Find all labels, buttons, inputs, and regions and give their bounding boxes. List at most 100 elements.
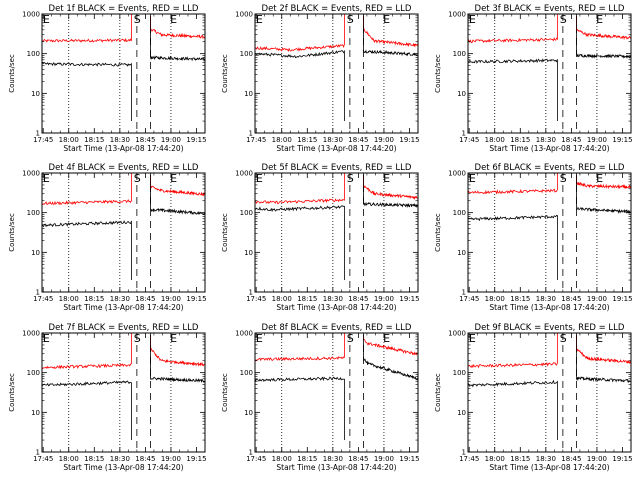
y-tick-label: 1 [462,449,466,457]
annotation-e: E [383,13,390,26]
y-tick-label: 10 [244,409,253,417]
plot-frame [254,13,419,134]
x-tick-label: 18:30 [323,455,343,463]
y-tick-label: 10 [31,409,40,417]
x-tick-label: 17:45 [246,295,266,303]
black-events-line [150,16,206,62]
x-tick-label: 18:00 [59,136,79,144]
x-tick-label: 18:00 [272,136,292,144]
panel-6: Det 6f BLACK = Events, RED = LLD 1 10 100 10… [434,163,633,312]
red-lld-line [467,14,558,44]
red-lld-line [150,16,206,40]
y-axis-label: Counts/sec [221,54,229,93]
annotation-e: E [43,172,50,185]
x-tick-label: 19:00 [161,136,181,144]
annotation-s: S [134,332,141,345]
annotation-e: E [256,332,263,345]
x-tick-label: 18:30 [536,295,556,303]
black-events-line [41,380,132,440]
panel-5: Det 5f BLACK = Events, RED = LLD 1 10 100 10… [221,163,420,312]
x-tick-label: 19:15 [399,455,419,463]
y-axis-label: Counts/sec [434,213,442,252]
x-tick-label: 18:45 [348,295,368,303]
x-tick-label: 18:00 [485,295,505,303]
x-axis-label: Start Time (13-Apr-08 17:44:20) [276,463,396,472]
y-tick-label: 1 [462,289,466,297]
panel-title: Det 1f BLACK = Events, RED = LLD [49,4,199,14]
y-tick-label: 100 [240,369,253,377]
annotation-s: S [560,13,567,26]
x-tick-label: 18:15 [297,136,317,144]
annotation-e: E [43,332,50,345]
y-tick-label: 1000 [22,330,40,338]
plot-frame [41,172,206,293]
x-tick-label: 19:00 [374,295,394,303]
plot-frame [41,332,206,453]
panel-title: Det 9f BLACK = Events, RED = LLD [475,323,625,333]
plot-frame [467,332,632,453]
x-tick-label: 18:15 [297,455,317,463]
y-tick-label: 1000 [448,170,466,178]
y-tick-label: 10 [457,249,466,257]
x-tick-label: 19:15 [186,455,206,463]
x-tick-label: 19:00 [374,455,394,463]
red-lld-line [150,335,206,367]
x-tick-label: 18:30 [323,295,343,303]
y-tick-label: 100 [453,369,466,377]
black-events-line [254,376,345,440]
x-tick-label: 19:15 [399,295,419,303]
panel-4: Det 4f BLACK = Events, RED = LLD 1 10 100 10… [8,163,207,312]
red-lld-line [254,14,345,53]
x-tick-label: 18:30 [536,136,556,144]
x-axis-label: Start Time (13-Apr-08 17:44:20) [489,144,609,153]
annotation-e: E [170,13,177,26]
x-tick-label: 19:00 [587,136,607,144]
black-events-line [254,49,345,121]
y-tick-label: 10 [244,249,253,257]
x-tick-label: 17:45 [246,136,266,144]
y-tick-label: 1000 [235,11,253,19]
x-tick-label: 19:00 [374,136,394,144]
y-tick-label: 100 [27,50,40,58]
x-tick-label: 17:45 [459,295,479,303]
panel-title: Det 4f BLACK = Events, RED = LLD [49,163,199,173]
red-lld-line [576,175,632,190]
x-tick-label: 18:00 [272,295,292,303]
x-tick-label: 18:45 [135,295,155,303]
y-tick-label: 1000 [235,170,253,178]
x-axis-label: Start Time (13-Apr-08 17:44:20) [63,303,183,312]
x-tick-label: 18:15 [510,455,530,463]
x-tick-label: 19:00 [161,295,181,303]
panel-3: Det 3f BLACK = Events, RED = LLD 1 10 100 10… [434,4,633,153]
black-events-line [254,205,345,280]
plot-frame [467,13,632,134]
black-events-line [576,16,632,59]
x-tick-label: 18:45 [561,295,581,303]
y-axis-label: Counts/sec [8,54,16,93]
y-tick-label: 1 [249,449,253,457]
red-lld-line [467,173,558,195]
y-tick-label: 100 [453,209,466,217]
black-events-line [363,16,419,57]
panel-title: Det 3f BLACK = Events, RED = LLD [475,4,625,14]
x-tick-label: 18:45 [561,455,581,463]
red-lld-line [254,333,345,362]
red-lld-line [41,14,132,43]
plot-frame [467,172,632,293]
x-tick-label: 19:15 [612,136,632,144]
x-tick-label: 17:45 [246,455,266,463]
red-lld-line [254,173,345,205]
x-axis-label: Start Time (13-Apr-08 17:44:20) [276,144,396,153]
red-lld-line [576,335,632,365]
annotation-e: E [43,13,50,26]
y-tick-label: 100 [240,50,253,58]
panel-title: Det 7f BLACK = Events, RED = LLD [49,323,199,333]
y-tick-label: 100 [27,209,40,217]
annotation-e: E [383,332,390,345]
y-axis-label: Counts/sec [221,373,229,412]
annotation-e: E [256,13,263,26]
x-tick-label: 19:00 [587,295,607,303]
panel-title: Det 8f BLACK = Events, RED = LLD [262,323,412,333]
y-tick-label: 1 [36,289,40,297]
plot-frame [254,332,419,453]
